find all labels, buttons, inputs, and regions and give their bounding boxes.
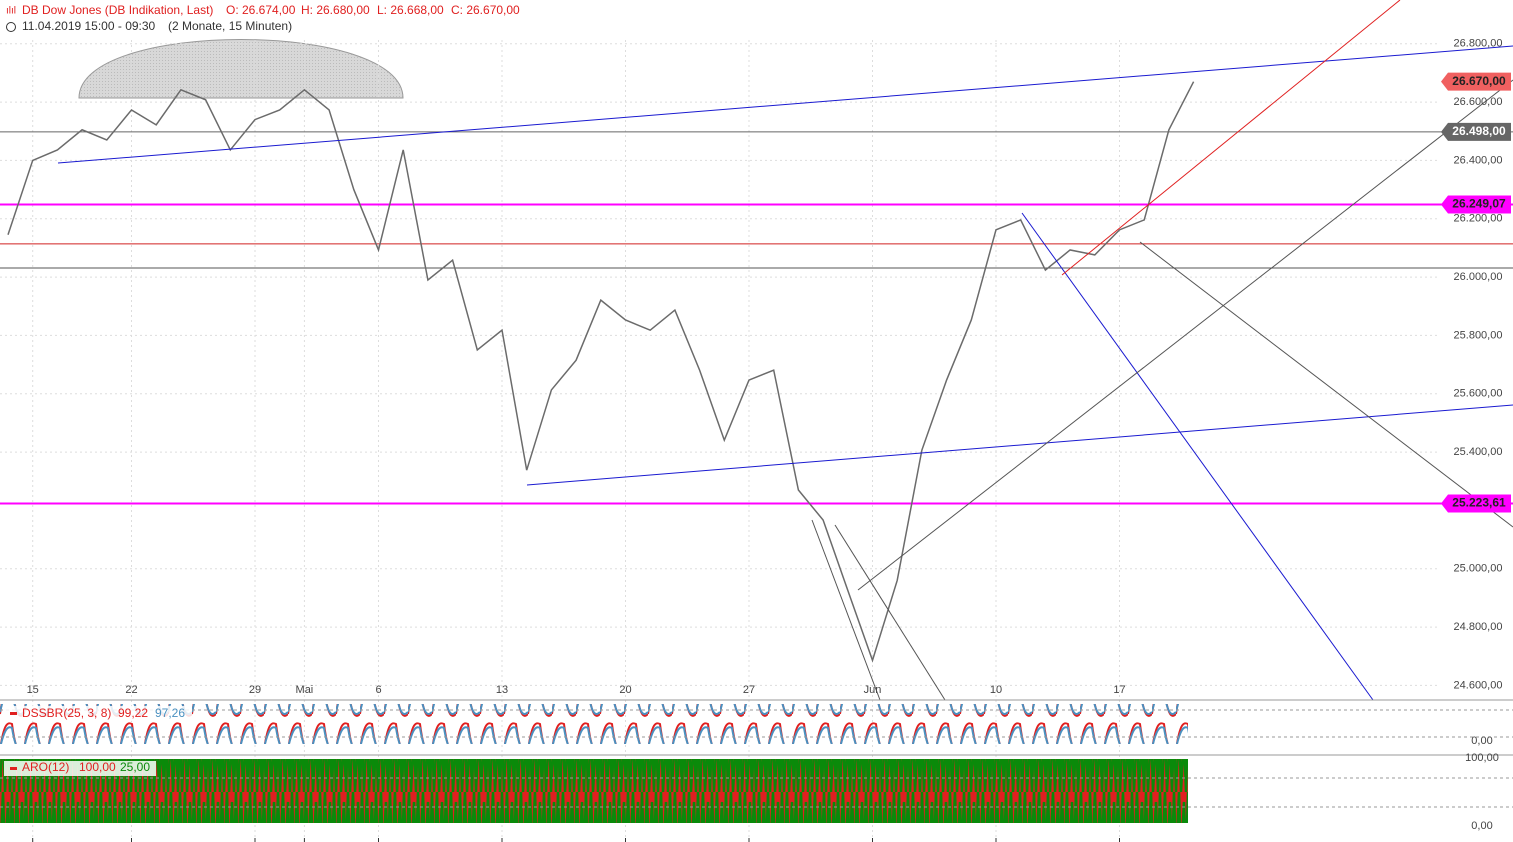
price-tag	[1441, 122, 1511, 141]
x-tick-label: Mai	[296, 684, 314, 696]
x-tick-label: 6	[375, 684, 381, 696]
price-tag-label: 26.670,00	[1452, 74, 1506, 88]
indicator-axis-label: 100,00	[1465, 752, 1499, 764]
header: ılıl DB Dow Jones (DB Indikation, Last) …	[6, 3, 520, 33]
x-tick-label: Jun	[864, 684, 882, 696]
indicator-name: DSSBR(25, 3, 8)	[22, 706, 111, 720]
indicator-value: 99,22	[118, 706, 148, 720]
y-tick-label: 25.800,00	[1454, 329, 1503, 341]
x-tick-label: 17	[1113, 684, 1125, 696]
legend-bg	[4, 761, 156, 776]
high: H: 26.680,00	[301, 3, 370, 17]
instrument: DB Dow Jones (DB Indikation, Last)	[22, 3, 213, 17]
x-tick-label: 20	[619, 684, 631, 696]
trendline	[857, 79, 1513, 591]
pattern-arc	[78, 39, 404, 99]
x-tick-label: 13	[496, 684, 508, 696]
x-tick-label: 22	[125, 684, 137, 696]
trendline	[57, 45, 1513, 164]
indicator-value: 97,26	[155, 706, 185, 720]
y-tick-label: 26.600,00	[1454, 96, 1503, 108]
y-tick-label: 24.800,00	[1454, 621, 1503, 633]
trendline	[1021, 212, 1374, 701]
trendline	[834, 524, 946, 701]
price-tag-label: 26.498,00	[1452, 124, 1506, 138]
price-tag	[1441, 494, 1511, 513]
y-tick-label: 26.400,00	[1454, 154, 1503, 166]
low: L: 26.668,00	[377, 3, 444, 17]
price-tag	[1441, 195, 1511, 214]
y-tick-label: 24.600,00	[1454, 679, 1503, 691]
clock-icon	[6, 22, 16, 32]
price-tag	[1441, 72, 1511, 91]
open: O: 26.674,00	[226, 3, 296, 17]
legend-swatch	[10, 767, 17, 770]
legend-swatch	[10, 712, 17, 715]
price-tag-label: 25.223,61	[1452, 496, 1506, 510]
indicator-name: ARO(12)	[22, 760, 69, 774]
x-tick-label: 27	[743, 684, 755, 696]
x-tick-label: 29	[249, 684, 261, 696]
y-tick-label: 26.200,00	[1454, 213, 1503, 225]
trendline	[811, 519, 881, 701]
period: 11.04.2019 15:00 - 09:30	[22, 19, 156, 33]
y-tick-label: 25.400,00	[1454, 446, 1503, 458]
icon: ılıl	[6, 6, 16, 17]
y-tick-label: 26.000,00	[1454, 271, 1503, 283]
indicator-value: 100,00	[79, 760, 116, 774]
y-tick-label: 25.600,00	[1454, 388, 1503, 400]
trendline	[1061, 0, 1401, 276]
aroon-oscillator	[0, 759, 1188, 823]
legend-bg	[4, 706, 192, 721]
y-tick-label: 25.000,00	[1454, 563, 1503, 575]
x-tick-label: 10	[990, 684, 1002, 696]
trendlines	[57, 0, 1513, 701]
y-tick-label: 26.800,00	[1454, 38, 1503, 50]
price-line	[7, 81, 1195, 663]
indicator-axis-label: 0,00	[1471, 820, 1492, 832]
trendline	[526, 404, 1513, 486]
price-tag-label: 26.249,07	[1452, 197, 1506, 211]
close: C: 26.670,00	[451, 3, 520, 17]
indicator-axis-label: 0,00	[1471, 735, 1492, 747]
indicator-value: 25,00	[120, 760, 150, 774]
x-tick-label: 15	[27, 684, 39, 696]
range: (2 Monate, 15 Minuten)	[168, 19, 292, 33]
trendline	[1139, 241, 1513, 528]
